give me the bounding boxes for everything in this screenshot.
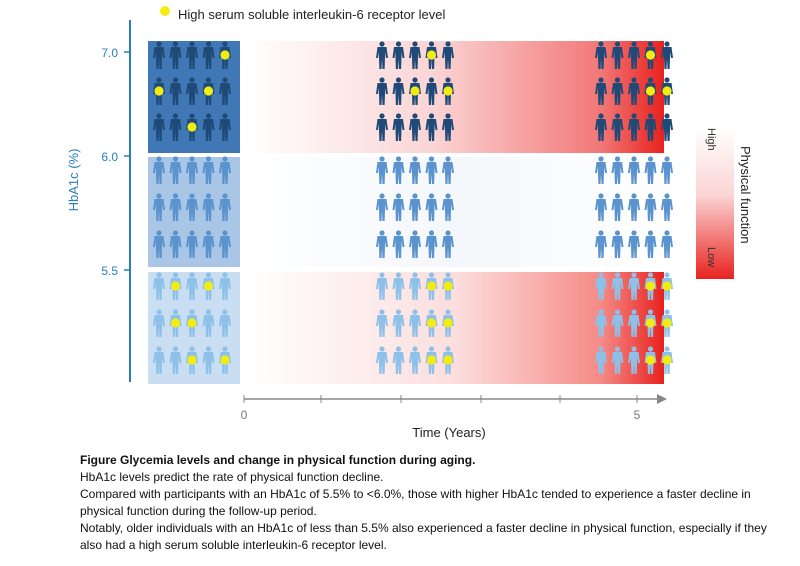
il6-receptor-marker [203, 86, 214, 96]
il6-receptor-marker [220, 50, 230, 60]
il6-receptor-marker [662, 281, 672, 291]
figure-caption: Figure Glycemia levels and change in phy… [80, 452, 780, 554]
y-axis-label: HbA1c (%) [66, 149, 81, 212]
y-tick-label: 7.0 [101, 46, 118, 60]
caption-line: Compared with participants with an HbA1c… [80, 487, 751, 518]
il6-receptor-marker [443, 318, 453, 328]
band-middle-gradient [246, 157, 664, 267]
il6-receptor-marker [170, 281, 181, 291]
il6-receptor-marker [662, 355, 672, 365]
il6-receptor-marker [443, 355, 453, 365]
band-top-gradient [246, 41, 664, 153]
x-tick-label: 0 [241, 408, 248, 422]
scale-high-label: High [705, 128, 717, 151]
physical-function-scale [696, 127, 734, 279]
x-tick-label: 5 [634, 408, 641, 422]
il6-receptor-marker [187, 355, 197, 365]
il6-receptor-marker [220, 355, 230, 365]
band-bottom-gradient [246, 272, 664, 384]
il6-receptor-marker [645, 50, 656, 60]
caption-title: Figure Glycemia levels and change in phy… [80, 453, 476, 467]
il6-receptor-marker [645, 281, 656, 291]
legend-marker-icon [160, 6, 170, 16]
il6-receptor-marker [154, 86, 164, 96]
il6-receptor-marker [645, 355, 656, 365]
il6-receptor-marker [187, 318, 197, 328]
y-tick-label: 6.0 [101, 150, 118, 164]
il6-receptor-marker [426, 281, 437, 291]
il6-receptor-marker [645, 318, 656, 328]
il6-receptor-marker [443, 281, 453, 291]
il6-receptor-marker [662, 86, 672, 96]
caption-line: Notably, older individuals with an HbA1c… [80, 521, 767, 552]
il6-receptor-marker [645, 86, 656, 96]
scale-low-label: Low [705, 247, 717, 267]
il6-receptor-marker [170, 318, 181, 328]
il6-receptor-marker [203, 281, 214, 291]
scale-title: Physical function [738, 146, 753, 244]
il6-receptor-marker [426, 318, 437, 328]
x-axis-ticks [243, 395, 638, 403]
il6-receptor-marker [443, 86, 453, 96]
il6-receptor-marker [187, 122, 197, 132]
x-axis-label: Time (Years) [412, 425, 485, 440]
il6-receptor-marker [426, 50, 437, 60]
caption-line: HbA1c levels predict the rate of physica… [80, 470, 384, 484]
participant-figures [153, 41, 673, 374]
il6-receptor-marker [410, 86, 420, 96]
il6-receptor-marker [426, 355, 437, 365]
il6-receptor-marker [662, 318, 672, 328]
y-tick-label: 5.5 [101, 264, 118, 278]
x-axis-arrow-icon [657, 394, 667, 404]
legend-label: High serum soluble interleukin-6 recepto… [178, 7, 445, 22]
